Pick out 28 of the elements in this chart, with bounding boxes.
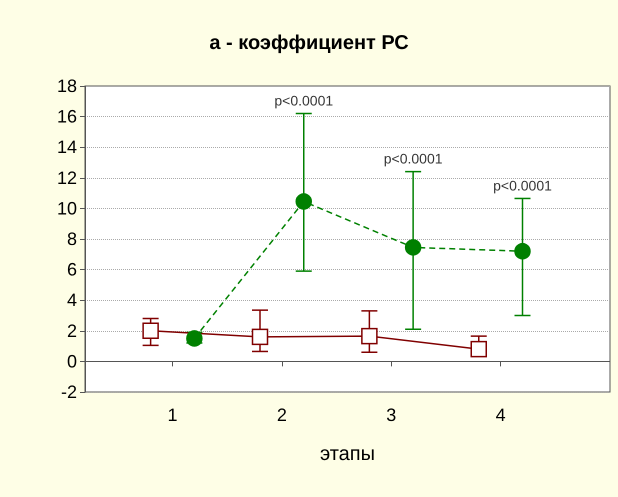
point bbox=[361, 328, 378, 344]
y-tick-label: 18 bbox=[56, 76, 77, 96]
x-tick-label: 4 bbox=[496, 405, 506, 425]
annotation: p<0.0001 bbox=[493, 177, 552, 194]
point bbox=[514, 242, 531, 260]
y-tick-label: 4 bbox=[66, 290, 77, 310]
point bbox=[296, 193, 312, 210]
y-tick-label: -2 bbox=[60, 382, 77, 402]
y-tick-label: 0 bbox=[66, 351, 77, 372]
point bbox=[470, 340, 487, 358]
y-tick-label: 6 bbox=[66, 260, 77, 280]
x-tick-label: 1 bbox=[167, 405, 178, 425]
chart-title: а - коэффициент РС bbox=[209, 32, 409, 54]
annotation: p<0.0001 bbox=[384, 150, 443, 167]
point bbox=[142, 322, 159, 340]
point bbox=[186, 330, 203, 347]
x-tick-label: 3 bbox=[386, 405, 396, 425]
point bbox=[404, 239, 422, 256]
y-tick-label: 14 bbox=[56, 137, 77, 158]
y-tick-label: 16 bbox=[56, 106, 77, 127]
annotation: p<0.0001 bbox=[274, 92, 334, 109]
point bbox=[252, 328, 268, 346]
y-tick-label: 12 bbox=[56, 168, 77, 188]
y-tick-label: 10 bbox=[56, 198, 77, 218]
x-axis-title: этапы bbox=[320, 443, 376, 465]
y-tick-label: 8 bbox=[66, 229, 77, 249]
x-tick-label: 2 bbox=[276, 405, 287, 425]
y-tick-label: 2 bbox=[66, 320, 77, 341]
